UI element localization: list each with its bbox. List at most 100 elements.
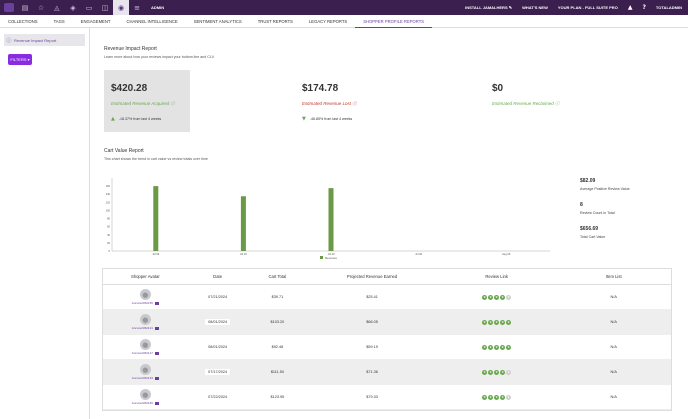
projected-revenue-cell: $71.36 xyxy=(366,370,378,374)
y-tick-label: 100 xyxy=(106,208,111,212)
cart-total-cell: $92.48 xyxy=(271,345,284,349)
message-icon[interactable]: ▭ xyxy=(85,3,93,12)
filters-button[interactable]: FILTERS ▾ xyxy=(8,54,32,65)
star-icon: ★ xyxy=(506,394,512,400)
cart-total-cell: $39.71 xyxy=(271,295,284,299)
shopper-cell: ● Ancure2362133 xyxy=(103,364,188,380)
star-icon: ★ xyxy=(506,369,512,375)
x-tick-label: Jul 23 xyxy=(328,252,335,256)
whats-new-link[interactable]: WHAT'S NEW xyxy=(522,5,548,10)
revenue-lost-card: $174.78 Estimated Revenue Lost ⓘ ▼ -46.85… xyxy=(295,70,381,132)
mail-icon[interactable] xyxy=(154,376,159,380)
brand-icon[interactable] xyxy=(4,3,14,12)
mail-icon[interactable] xyxy=(154,401,159,405)
cart-total-cell: $111.50 xyxy=(270,370,284,374)
star-icon: ★ xyxy=(488,344,494,350)
cart-report-title: Cart Value Report xyxy=(104,148,144,154)
avatar[interactable]: ● xyxy=(139,289,151,300)
tab-legacy-reports[interactable]: LEGACY REPORTS xyxy=(308,18,348,24)
mail-icon[interactable] xyxy=(154,301,159,305)
x-tick-label: Jul 30 xyxy=(415,252,422,256)
review-link-cell[interactable]: ★ ★ ★ ★ ★ xyxy=(437,369,557,375)
avatar[interactable]: ● xyxy=(139,389,151,400)
main-content: Revenue Impact Report Learn more about h… xyxy=(90,28,688,419)
star-icon: ★ xyxy=(482,319,488,325)
revenue-lost-label: Estimated Revenue Lost ⓘ xyxy=(302,101,357,106)
top-navigation-bar: ▤ ☆ ◬ ◈ ▭ ◫ ◉ ≡ ADMIN INSTALL JAMALHERS ✎ WHAT'… xyxy=(0,0,688,15)
info-icon[interactable]: ⓘ xyxy=(170,101,175,106)
item-list-cell: N/A xyxy=(610,345,617,349)
avatar[interactable]: ● xyxy=(139,364,151,375)
star-icon: ★ xyxy=(488,394,494,400)
projected-revenue-cell: $59.19 xyxy=(366,345,378,349)
shopper-cell: ● Ancure2362156 xyxy=(103,289,188,305)
mail-icon[interactable] xyxy=(154,351,159,355)
revenue-lost-trend: ▼ -46.85% from last 4 weeks xyxy=(302,116,353,122)
shopper-name[interactable]: Ancure2362133 xyxy=(131,376,153,380)
shopper-name[interactable]: Ancure2362156 xyxy=(131,301,153,305)
mail-icon[interactable] xyxy=(154,326,159,330)
star-icon: ★ xyxy=(494,319,500,325)
column-header[interactable]: Projected Revenue Earned xyxy=(346,274,398,279)
shopper-cell: ● Ancure2362121 xyxy=(103,314,188,330)
star-icon: ★ xyxy=(500,344,506,350)
plan-link[interactable]: YOUR PLAN - FULL SUITE PRO xyxy=(557,5,618,10)
info-icon[interactable]: ⓘ xyxy=(555,101,560,106)
table-row: ● Ancure2362147 08/01/2024 $92.48 $59.19 ★ ★ ★ ★… xyxy=(103,335,671,360)
review-link-cell[interactable]: ★ ★ ★ ★ ★ xyxy=(437,344,557,350)
shopper-name[interactable]: Ancure2362147 xyxy=(131,351,153,355)
column-header[interactable]: Review Link xyxy=(485,274,508,279)
column-header[interactable]: Item List xyxy=(605,274,622,279)
tab-sentiment-analytics[interactable]: SENTIMENT ANALYTICS xyxy=(193,18,242,24)
avatar[interactable]: ● xyxy=(139,339,151,350)
info-icon[interactable]: ⓘ xyxy=(352,101,357,106)
review-link-cell[interactable]: ★ ★ ★ ★ ★ xyxy=(437,319,557,325)
menu-icon[interactable]: ≡ xyxy=(134,3,140,12)
star-icon[interactable]: ☆ xyxy=(37,3,45,12)
star-icon: ★ xyxy=(500,394,506,400)
user-menu[interactable]: TOTALADMIN xyxy=(655,5,682,10)
tab-shopper-profile-reports[interactable]: SHOPPER PROFILE REPORTS xyxy=(355,15,433,28)
tab-trust-reports[interactable]: TRUST REPORTS xyxy=(257,18,293,24)
tab-engagement[interactable]: ENGAGEMENT xyxy=(80,18,111,24)
star-icon: ★ xyxy=(506,319,512,325)
shopper-name[interactable]: Ancure2362166 xyxy=(131,401,153,405)
tag-icon[interactable]: ◫ xyxy=(101,3,109,12)
sidebar-item-revenue-impact[interactable]: ⓘ Revenue Impact Report xyxy=(4,34,85,46)
cart-total-cell: $123.95 xyxy=(270,395,285,399)
install-link[interactable]: INSTALL JAMALHERS ✎ xyxy=(465,5,513,10)
help-icon[interactable]: ? xyxy=(642,4,646,11)
projected-revenue-cell: $79.33 xyxy=(366,395,378,399)
x-tick-label: Jul 16 xyxy=(240,252,247,256)
star-icon: ★ xyxy=(494,369,500,375)
star-icon: ★ xyxy=(500,369,506,375)
stat-label: Average Positive Review Value xyxy=(580,187,630,191)
star-icon: ★ xyxy=(494,394,500,400)
review-link-cell[interactable]: ★ ★ ★ ★ ★ xyxy=(437,394,557,400)
review-link-cell[interactable]: ★ ★ ★ ★ ★ xyxy=(437,294,557,300)
column-header[interactable]: Cart Total xyxy=(268,274,287,279)
column-header[interactable]: Date xyxy=(213,274,223,279)
bar xyxy=(240,196,246,251)
star-icon: ★ xyxy=(488,294,494,300)
revenue-acquired-value: $420.28 xyxy=(111,83,148,94)
shopper-cell: ● Ancure2362147 xyxy=(103,339,188,355)
avatar[interactable]: ● xyxy=(139,314,151,325)
y-tick-label: 40 xyxy=(107,233,110,237)
bag-icon[interactable]: ◈ xyxy=(70,3,76,12)
alert-icon[interactable]: ▲ xyxy=(627,4,633,11)
stat-label: Total Cart Value xyxy=(580,235,606,239)
eye-icon[interactable]: ◉ xyxy=(113,0,129,15)
shopper-table: Shopper Avatar Date Cart Total Projected Re… xyxy=(102,268,672,411)
chart-icon[interactable]: ◬ xyxy=(54,3,60,12)
tab-channel-intelligence[interactable]: CHANNEL INTELLIGENCE xyxy=(126,18,178,24)
tab-tags[interactable]: TAGS xyxy=(53,18,65,24)
item-list-cell: N/A xyxy=(610,370,617,374)
column-header[interactable]: Shopper Avatar xyxy=(130,274,160,279)
tab-collections[interactable]: COLLECTIONS xyxy=(8,18,38,24)
date-cell: 07/21/2024 xyxy=(188,294,248,300)
list-icon[interactable]: ▤ xyxy=(21,3,29,12)
shopper-name[interactable]: Ancure2362121 xyxy=(131,326,153,330)
table-header: Shopper Avatar Date Cart Total Projected Re… xyxy=(103,269,671,285)
star-icon: ★ xyxy=(500,319,506,325)
